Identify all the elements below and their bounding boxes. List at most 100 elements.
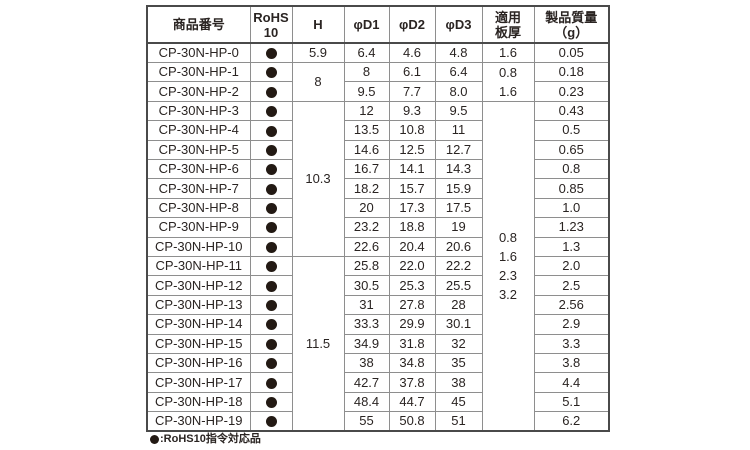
column-header-d3: φD3 bbox=[434, 5, 483, 44]
cell-d1: 30.5 bbox=[343, 275, 390, 296]
rohs-dot-icon bbox=[265, 416, 277, 428]
cell-d1: 33.3 bbox=[343, 314, 390, 335]
cell-rohs bbox=[249, 314, 293, 335]
rohs-dot-icon bbox=[265, 67, 277, 79]
cell-product-number: CP-30N-HP-5 bbox=[146, 139, 251, 161]
cell-rohs bbox=[249, 372, 293, 393]
cell-d3: 4.8 bbox=[434, 42, 483, 63]
cell-d2: 14.1 bbox=[388, 159, 436, 180]
column-header-plate: 適用 板厚 bbox=[481, 5, 535, 44]
cell-product-number: CP-30N-HP-11 bbox=[146, 256, 251, 277]
cell-d1: 12 bbox=[343, 100, 390, 122]
rohs-dot-icon bbox=[265, 241, 277, 253]
cell-d3: 28 bbox=[434, 294, 483, 316]
rohs-footnote-text: :RoHS10指令対応品 bbox=[160, 433, 261, 445]
cell-d2: 17.3 bbox=[388, 197, 436, 219]
cell-mass: 2.56 bbox=[533, 294, 610, 316]
cell-product-number: CP-30N-HP-19 bbox=[146, 411, 251, 432]
cell-d1: 14.6 bbox=[343, 139, 390, 161]
rohs-footnote: :RoHS10指令対応品 bbox=[150, 433, 261, 446]
cell-product-number: CP-30N-HP-12 bbox=[146, 275, 251, 296]
table-row: CP-30N-HP-19 55 50.8 51 6.2 bbox=[146, 411, 610, 432]
cell-rohs bbox=[249, 333, 293, 354]
cell-rohs bbox=[249, 197, 293, 219]
cell-d1: 13.5 bbox=[343, 120, 390, 141]
cell-d3: 32 bbox=[434, 333, 483, 354]
cell-d3: 6.4 bbox=[434, 61, 483, 83]
cell-rohs bbox=[249, 217, 293, 238]
cell-d3: 9.5 bbox=[434, 100, 483, 122]
table-row: CP-30N-HP-15 34.9 31.8 32 3.3 bbox=[146, 333, 610, 354]
column-header-mass: 製品質量 （g） bbox=[533, 5, 610, 44]
rohs-dot-icon bbox=[265, 222, 277, 234]
cell-d2: 9.3 bbox=[388, 100, 436, 122]
table-row: CP-30N-HP-18 48.4 44.7 45 5.1 bbox=[146, 391, 610, 413]
column-header-d1: φD1 bbox=[343, 5, 390, 44]
cell-mass: 0.5 bbox=[533, 120, 610, 141]
cell-d1: 55 bbox=[343, 411, 390, 432]
cell-h: 11.5 bbox=[291, 256, 345, 432]
rohs-dot-icon bbox=[265, 319, 277, 331]
cell-d3: 30.1 bbox=[434, 314, 483, 335]
cell-d3: 51 bbox=[434, 411, 483, 432]
cell-rohs bbox=[249, 352, 293, 374]
cell-mass: 0.23 bbox=[533, 81, 610, 102]
cell-product-number: CP-30N-HP-9 bbox=[146, 217, 251, 238]
cell-product-number: CP-30N-HP-17 bbox=[146, 372, 251, 393]
cell-h: 8 bbox=[291, 61, 345, 102]
cell-d2: 31.8 bbox=[388, 333, 436, 354]
cell-rohs bbox=[249, 256, 293, 277]
cell-rohs bbox=[249, 275, 293, 296]
cell-d1: 48.4 bbox=[343, 391, 390, 413]
cell-d1: 18.2 bbox=[343, 178, 390, 199]
cell-rohs bbox=[249, 294, 293, 316]
cell-mass: 0.65 bbox=[533, 139, 610, 161]
cell-rohs bbox=[249, 120, 293, 141]
cell-d3: 19 bbox=[434, 217, 483, 238]
table-row: CP-30N-HP-12 30.5 25.3 25.5 2.5 bbox=[146, 275, 610, 296]
cell-d1: 22.6 bbox=[343, 236, 390, 258]
cell-d1: 31 bbox=[343, 294, 390, 316]
cell-d3: 35 bbox=[434, 352, 483, 374]
table-row: CP-30N-HP-0 5.9 6.4 4.6 4.8 1.6 0.05 bbox=[146, 42, 610, 63]
cell-h: 10.3 bbox=[291, 100, 345, 258]
table-row: CP-30N-HP-4 13.5 10.8 11 0.5 bbox=[146, 120, 610, 141]
cell-d2: 20.4 bbox=[388, 236, 436, 258]
cell-rohs bbox=[249, 81, 293, 102]
cell-mass: 3.3 bbox=[533, 333, 610, 354]
column-header-h: H bbox=[291, 5, 345, 44]
cell-d2: 34.8 bbox=[388, 352, 436, 374]
cell-product-number: CP-30N-HP-0 bbox=[146, 42, 251, 63]
cell-d3: 11 bbox=[434, 120, 483, 141]
rohs-dot-icon bbox=[150, 435, 159, 444]
column-header-product: 商品番号 bbox=[146, 5, 251, 44]
cell-d2: 37.8 bbox=[388, 372, 436, 393]
cell-mass: 6.2 bbox=[533, 411, 610, 432]
cell-mass: 0.05 bbox=[533, 42, 610, 63]
table-row: CP-30N-HP-17 42.7 37.8 38 4.4 bbox=[146, 372, 610, 393]
cell-d3: 15.9 bbox=[434, 178, 483, 199]
cell-d1: 20 bbox=[343, 197, 390, 219]
table-body: CP-30N-HP-0 5.9 6.4 4.6 4.8 1.6 0.05 CP-30N-HP-… bbox=[146, 42, 610, 432]
cell-product-number: CP-30N-HP-13 bbox=[146, 294, 251, 316]
cell-product-number: CP-30N-HP-18 bbox=[146, 391, 251, 413]
cell-product-number: CP-30N-HP-6 bbox=[146, 159, 251, 180]
cell-mass: 0.43 bbox=[533, 100, 610, 122]
cell-product-number: CP-30N-HP-1 bbox=[146, 61, 251, 83]
cell-d1: 25.8 bbox=[343, 256, 390, 277]
cell-d2: 29.9 bbox=[388, 314, 436, 335]
cell-d2: 25.3 bbox=[388, 275, 436, 296]
cell-d3: 22.2 bbox=[434, 256, 483, 277]
cell-d2: 18.8 bbox=[388, 217, 436, 238]
rohs-dot-icon bbox=[265, 125, 277, 137]
cell-d3: 20.6 bbox=[434, 236, 483, 258]
rohs-dot-icon bbox=[265, 358, 277, 370]
cell-d3: 8.0 bbox=[434, 81, 483, 102]
cell-d2: 50.8 bbox=[388, 411, 436, 432]
cell-mass: 2.0 bbox=[533, 256, 610, 277]
cell-rohs bbox=[249, 61, 293, 83]
